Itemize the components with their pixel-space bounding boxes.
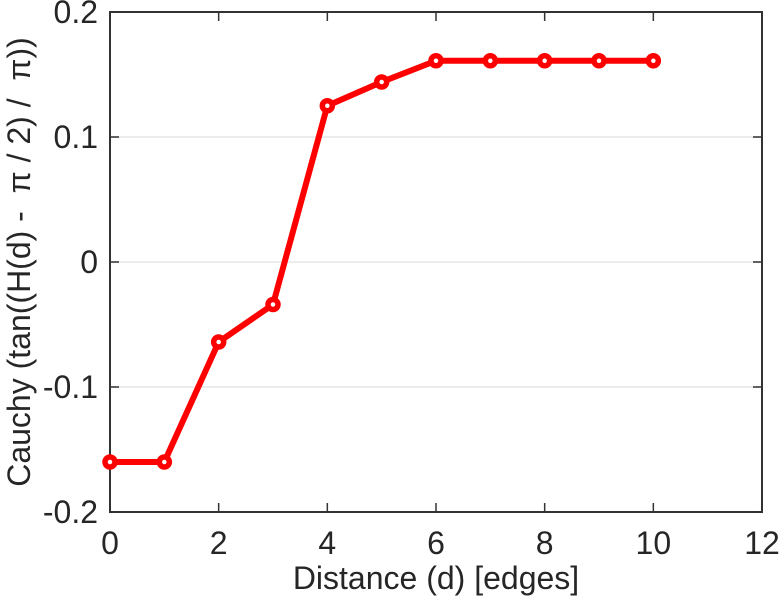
data-point-marker	[591, 53, 607, 69]
data-point-marker	[156, 454, 173, 470]
x-tick-label: 10	[636, 525, 672, 561]
data-point-marker	[319, 98, 336, 114]
data-point-marker	[428, 53, 444, 69]
x-tick-label: 0	[101, 525, 119, 561]
y-tick-label: 0.1	[54, 119, 98, 155]
x-tick-label: 6	[427, 525, 445, 561]
data-point-marker	[373, 74, 390, 90]
y-tick-label: -0.2	[43, 494, 98, 530]
data-point-marker	[210, 334, 227, 350]
x-tick-label: 8	[536, 525, 554, 561]
y-tick-label: 0	[80, 244, 98, 280]
y-tick-label: 0.2	[54, 0, 98, 30]
data-point-marker	[482, 53, 499, 69]
data-point-marker	[536, 53, 553, 69]
x-tick-label: 12	[744, 525, 779, 561]
y-axis-label: Cauchy (tan((H(d) - π / 2) / π))	[1, 37, 37, 487]
data-point-marker	[102, 454, 118, 470]
data-point-marker	[265, 296, 281, 313]
x-axis-label: Distance (d) [edges]	[293, 560, 579, 596]
x-tick-label: 2	[210, 525, 228, 561]
x-tick-label: 4	[318, 525, 336, 561]
data-point-marker	[645, 53, 662, 69]
y-tick-label: -0.1	[43, 369, 98, 405]
